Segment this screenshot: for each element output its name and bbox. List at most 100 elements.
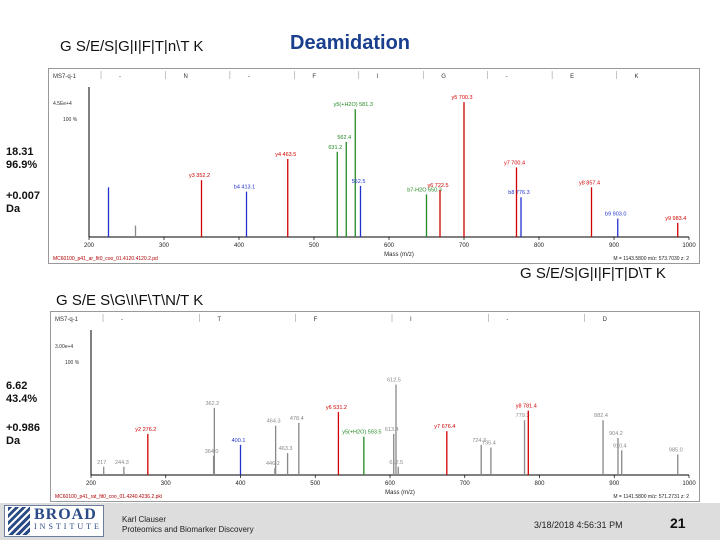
peak-label: 217	[97, 460, 106, 466]
footer-org: Proteomics and Biomarker Discovery	[122, 525, 254, 534]
x-tick-label: 900	[609, 243, 620, 249]
x-tick-label: 1000	[682, 243, 696, 249]
residue-label: E	[570, 74, 574, 80]
peak-label: 400.1	[232, 438, 246, 444]
scale-label: 3.00e+4	[55, 344, 73, 350]
peak-label: 612.5	[389, 460, 403, 466]
peak-label: 612.5	[387, 378, 401, 384]
peak-label: 478.4	[290, 416, 304, 422]
x-tick-label: 800	[534, 481, 545, 487]
peak-label: y6 722.5	[427, 183, 448, 189]
peak-label: 724.3	[472, 438, 486, 444]
sequence-top: G S/E/S|G|I|F|T|n\T K	[60, 38, 204, 55]
residue-label: D	[603, 317, 608, 323]
peak-label: y8 781.4	[516, 404, 537, 410]
mass-error-unit: Da	[6, 435, 21, 447]
x-tick-label: 700	[459, 243, 470, 249]
residue-label: -	[121, 317, 123, 323]
peak-label: y6 531.2	[326, 405, 347, 411]
peak-label: y7 676.4	[434, 424, 455, 430]
x-tick-label: 1000	[682, 481, 696, 487]
peak-label: 244.3	[115, 460, 129, 466]
slide-title: Deamidation	[290, 32, 411, 54]
residue-label: T	[217, 317, 221, 323]
peak-label: 631.2	[328, 145, 342, 151]
residue-label: -	[248, 74, 250, 80]
peak-label: y5(+H2O) 581.3	[334, 102, 373, 108]
peak-label: 463.3	[279, 446, 293, 452]
x-tick-label: 900	[609, 481, 620, 487]
score-value: 6.62	[6, 380, 28, 392]
score-top: 18.31 96.9% +0.007 Da	[6, 146, 40, 216]
broad-logo-mark-icon	[8, 507, 30, 535]
residue-label: -	[506, 317, 508, 323]
x-tick-label: 600	[385, 481, 396, 487]
peak-label: y9 983.4	[665, 216, 686, 222]
peak-label: y5 700.3	[451, 95, 472, 101]
peak-label: 362.2	[205, 401, 219, 407]
residue-label: I	[410, 317, 412, 323]
score-bottom: 6.62 43.4% +0.986 Da	[6, 380, 40, 448]
peak-label: 464.3	[267, 419, 281, 425]
logo-subword: INSTITUTE	[34, 522, 102, 531]
peak-label: b8 776.3	[508, 190, 529, 196]
x-tick-label: 500	[310, 481, 321, 487]
sequence-left: G S/E S\G\I\F\T\N/T K	[56, 292, 204, 309]
mass-error: +0.007	[6, 190, 40, 202]
scale-label: 4.5Ee+4	[53, 101, 72, 107]
x-tick-label: 400	[235, 481, 246, 487]
x-tick-label: 600	[384, 243, 395, 249]
spectrum-2-chart: MS7-q-1 - T F I - D 3.00e+4 100 % 200 300 400 500 600…	[55, 314, 696, 500]
mass-error: +0.986	[6, 422, 40, 434]
peak-label: 779.3	[516, 413, 530, 419]
x-tick-label: 800	[534, 243, 545, 249]
peak-label: y4 463.5	[275, 152, 296, 158]
header-label: MS7-q-1	[55, 317, 79, 323]
peak-label: 613.4	[385, 427, 399, 433]
x-tick-label: 300	[161, 481, 172, 487]
broad-logo: BROAD INSTITUTE	[4, 505, 104, 537]
peak-label: 735.4	[482, 441, 496, 447]
footer-date: 3/18/2018 4:56:31 PM	[534, 520, 623, 530]
residue-label: K	[635, 74, 639, 80]
residue-label: F	[312, 74, 316, 80]
footer-author: Karl Clauser	[122, 515, 167, 524]
footer-bar	[0, 503, 720, 540]
spectrum-file-label: MC60100_p41_ar_fit0_coo_01.4120.4120.2.p…	[53, 256, 158, 262]
residue-label: I	[377, 74, 379, 80]
peak-label: 446.2	[266, 461, 280, 467]
peak-label: y3 352.2	[189, 173, 210, 179]
x-tick-label: 400	[234, 243, 245, 249]
peak-label: 904.2	[609, 431, 623, 437]
residue-label: F	[314, 317, 318, 323]
peak-label: 985.0	[669, 447, 683, 453]
x-tick-label: 300	[159, 243, 170, 249]
x-tick-label: 200	[86, 481, 97, 487]
peak-label: y7 700.4	[504, 160, 525, 166]
peak-label: y2 276.2	[135, 427, 156, 433]
peak-label: 910.4	[613, 443, 627, 449]
score-percent: 96.9%	[6, 159, 38, 171]
peak-label: y5(+H2O) 593.5	[342, 430, 381, 436]
x-axis-label: Mass (m/z)	[384, 252, 414, 258]
x-axis-label: Mass (m/z)	[385, 490, 415, 496]
residue-label: -	[506, 74, 508, 80]
spectrum-panel-2: MS7-q-1 - T F I - D 3.00e+4 100 % 200 300 400 500 600…	[50, 311, 700, 502]
x-tick-label: 500	[309, 243, 320, 249]
precursor-label: M = 1141.5800 m/z: 571.2731 z: 2	[613, 494, 689, 500]
peak-label: 552.5	[352, 179, 366, 185]
percent-label: 100 %	[65, 360, 80, 366]
logo-word: BROAD	[34, 506, 97, 523]
score-percent: 43.4%	[6, 393, 38, 405]
score-value: 18.31	[6, 146, 34, 158]
x-tick-label: 700	[460, 481, 471, 487]
x-tick-label: 200	[84, 243, 95, 249]
precursor-label: M = 1143.5800 m/z: 573.7030 z: 2	[613, 256, 689, 262]
residue-label: N	[183, 74, 187, 80]
sequence-right: G S/E/S|G|I|F|T|D\T K	[520, 265, 666, 282]
mass-error-unit: Da	[6, 203, 21, 215]
spectrum-panel-1: MS7-q-1 - N - F I G - E K 4.5Ee+4 100 % 200 300 400 500…	[48, 68, 700, 264]
peak-label: y8 857.4	[579, 180, 600, 186]
peak-label: 562.4	[337, 135, 351, 141]
header-label: MS7-q-1	[53, 74, 77, 80]
